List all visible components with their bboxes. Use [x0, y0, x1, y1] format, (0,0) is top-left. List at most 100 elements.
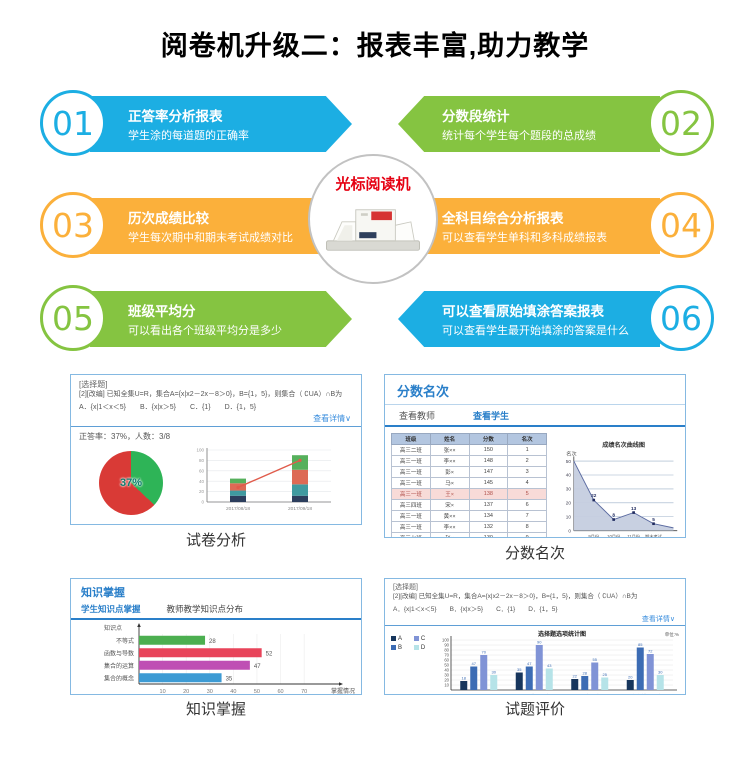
answer-stacked-chart: 0 20 40 60 80 100 2017/08/18 2017/09/18 [196, 447, 331, 512]
svg-text:47: 47 [254, 664, 261, 670]
svg-text:8: 8 [612, 513, 615, 518]
tab-view-student[interactable]: 查看学生 [473, 411, 510, 421]
table-row: 高三一班 李×× 132 8 [391, 521, 547, 533]
table-cell: 1 [507, 444, 547, 456]
table-cell: 高三一班 [391, 477, 431, 489]
svg-text:80: 80 [199, 458, 205, 463]
svg-text:10: 10 [444, 683, 449, 688]
svg-text:30: 30 [444, 673, 449, 678]
table-cell: 138 [468, 488, 509, 500]
table-cell: 宋× [429, 499, 470, 511]
table-row: 高三一班 黄×× 134 7 [391, 510, 547, 522]
svg-text:13: 13 [631, 506, 637, 511]
svg-text:90: 90 [444, 643, 449, 648]
table-row: 高三一班 马× 145 4 [391, 477, 547, 489]
legend-item-D: D [413, 645, 429, 651]
svg-text:单位:%: 单位:% [665, 631, 679, 638]
legend-swatch [413, 636, 419, 642]
feature-title: 全科目综合分析报表 [442, 211, 564, 226]
svg-text:2年级摸底测试: 2年级摸底测试 [630, 693, 662, 695]
svg-text:不等式: 不等式 [116, 637, 134, 645]
svg-text:10: 10 [160, 689, 166, 695]
svg-text:70: 70 [444, 653, 449, 658]
divider [385, 404, 685, 405]
legend-item-A: A [391, 636, 406, 642]
table-cell: 高三一班 [391, 455, 431, 467]
table-header-row: 班级 姓名 分数 名次 [391, 433, 547, 445]
svg-text:期末考试: 期末考试 [645, 533, 663, 538]
svg-text:40: 40 [444, 668, 449, 673]
legend-swatch [391, 636, 396, 642]
svg-text:20: 20 [183, 689, 189, 695]
svg-text:52: 52 [266, 651, 273, 657]
table-cell: 赵× [429, 532, 470, 537]
svg-text:40: 40 [199, 479, 205, 484]
rank-body: 班级 姓名 分数 名次 高三二班 张×× 150 1 高三一班 李×× 148 2 高三一班 彭× 147… [385, 427, 685, 538]
view-detail-link[interactable]: 查看详情∨ [313, 413, 351, 423]
feature-title: 历次成绩比较 [128, 211, 209, 226]
eval-legend: A C B D [391, 628, 429, 694]
panel-knowledge: 知识掌握 学生知识点掌握 教师教学知识点分布 知识点 10 20 30 40 50 60 70… [70, 578, 362, 695]
table-cell: 4 [507, 477, 547, 489]
table-row: 高三四班 宋× 137 6 [391, 499, 547, 511]
svg-text:25: 25 [603, 672, 608, 677]
feature-desc: 可以查看学生单科和多科成绩报表 [442, 232, 607, 244]
svg-text:80: 80 [444, 648, 449, 653]
svg-text:50: 50 [254, 689, 260, 695]
table-cell: 134 [468, 510, 509, 522]
table-header-cell: 姓名 [429, 433, 470, 445]
caption-exam-analysis: 试卷分析 [185, 532, 246, 549]
table-cell: 黄×× [429, 510, 470, 522]
option-legend: A:选择题：25%，选择人数：2 B:选择题：37%，选择人数：3 C:选择题：… [71, 522, 361, 524]
svg-text:22: 22 [573, 674, 578, 679]
table-cell: 5 [507, 488, 547, 500]
question-text: [2][改编] 已知全集U=R，集合A={x|x2－2x－8＞0}，B={1，5… [79, 391, 343, 398]
tab-student-knowledge[interactable]: 学生知识点掌握 [81, 604, 141, 614]
option-eval-chart: 选择题选项统计图 单位:%1020304050607080901001847703… [442, 630, 679, 695]
panel-exam-analysis: [选择题] [2][改编] 已知全集U=R，集合A={x|x2－2x－8＞0}，… [70, 374, 362, 525]
table-cell: 6 [507, 499, 547, 511]
svg-text:30: 30 [566, 487, 572, 492]
svg-text:100: 100 [442, 638, 450, 643]
svg-text:47: 47 [527, 661, 532, 666]
svg-text:20: 20 [199, 489, 205, 494]
svg-text:高三模拟考试: 高三模拟考试 [520, 693, 549, 695]
table-cell: 3 [507, 466, 547, 478]
correct-rate-stat: 正答率：37%，人数：3/8 [79, 431, 171, 441]
knowledge-bar-chart: 知识点 10 20 30 40 50 60 70 28 不等式 52 函数与导数 47 集合的运算 35 集合… [104, 623, 355, 695]
svg-text:22: 22 [591, 493, 597, 498]
table-cell: 高三一班 [391, 466, 431, 478]
divider [71, 425, 361, 427]
svg-text:10月份: 10月份 [607, 533, 621, 538]
svg-text:知识点: 知识点 [104, 624, 122, 632]
feature-title: 分数段统计 [442, 109, 510, 124]
tab-teacher-knowledge[interactable]: 教师教学知识点分布 [166, 604, 244, 614]
svg-text:28: 28 [583, 671, 588, 676]
table-cell: 马× [429, 477, 470, 489]
svg-text:11月份: 11月份 [627, 533, 641, 538]
tab-view-teacher[interactable]: 查看教师 [399, 411, 436, 421]
table-cell: 高三四班 [391, 499, 431, 511]
feature-title: 班级平均分 [128, 304, 196, 319]
question-block: [选择题] [2][改编] 已知全集U=R，集合A={x|x2－2x－8＞0}，… [385, 579, 685, 613]
table-header-cell: 名次 [507, 433, 547, 445]
svg-text:100: 100 [196, 447, 204, 452]
table-cell: 李×× [429, 521, 470, 533]
caption-knowledge: 知识掌握 [185, 701, 246, 718]
svg-text:40: 40 [566, 473, 572, 478]
table-cell: 张×× [429, 444, 470, 456]
question-options: A．{x|1＜x＜5} B．{x|x＞5} C．{1} D．{1，5} [393, 606, 558, 614]
svg-text:9月份: 9月份 [588, 533, 600, 538]
feature-ribbon-05: 班级平均分 可以看出各个班级平均分是多少 [90, 291, 352, 347]
table-cell: 高三一班 [391, 488, 431, 500]
omr-reader-label: 光标阅读机 [335, 176, 411, 193]
view-detail-link[interactable]: 查看详情∨ [641, 616, 675, 624]
tab-bar: 查看教师 查看学生 [385, 405, 685, 427]
table-cell: 150 [468, 444, 509, 456]
svg-text:4月份月考: 4月份月考 [468, 693, 490, 695]
correct-rate-pie: 37% [99, 450, 163, 515]
page-title: 阅卷机升级二：报表丰富,助力教学 [160, 31, 590, 61]
